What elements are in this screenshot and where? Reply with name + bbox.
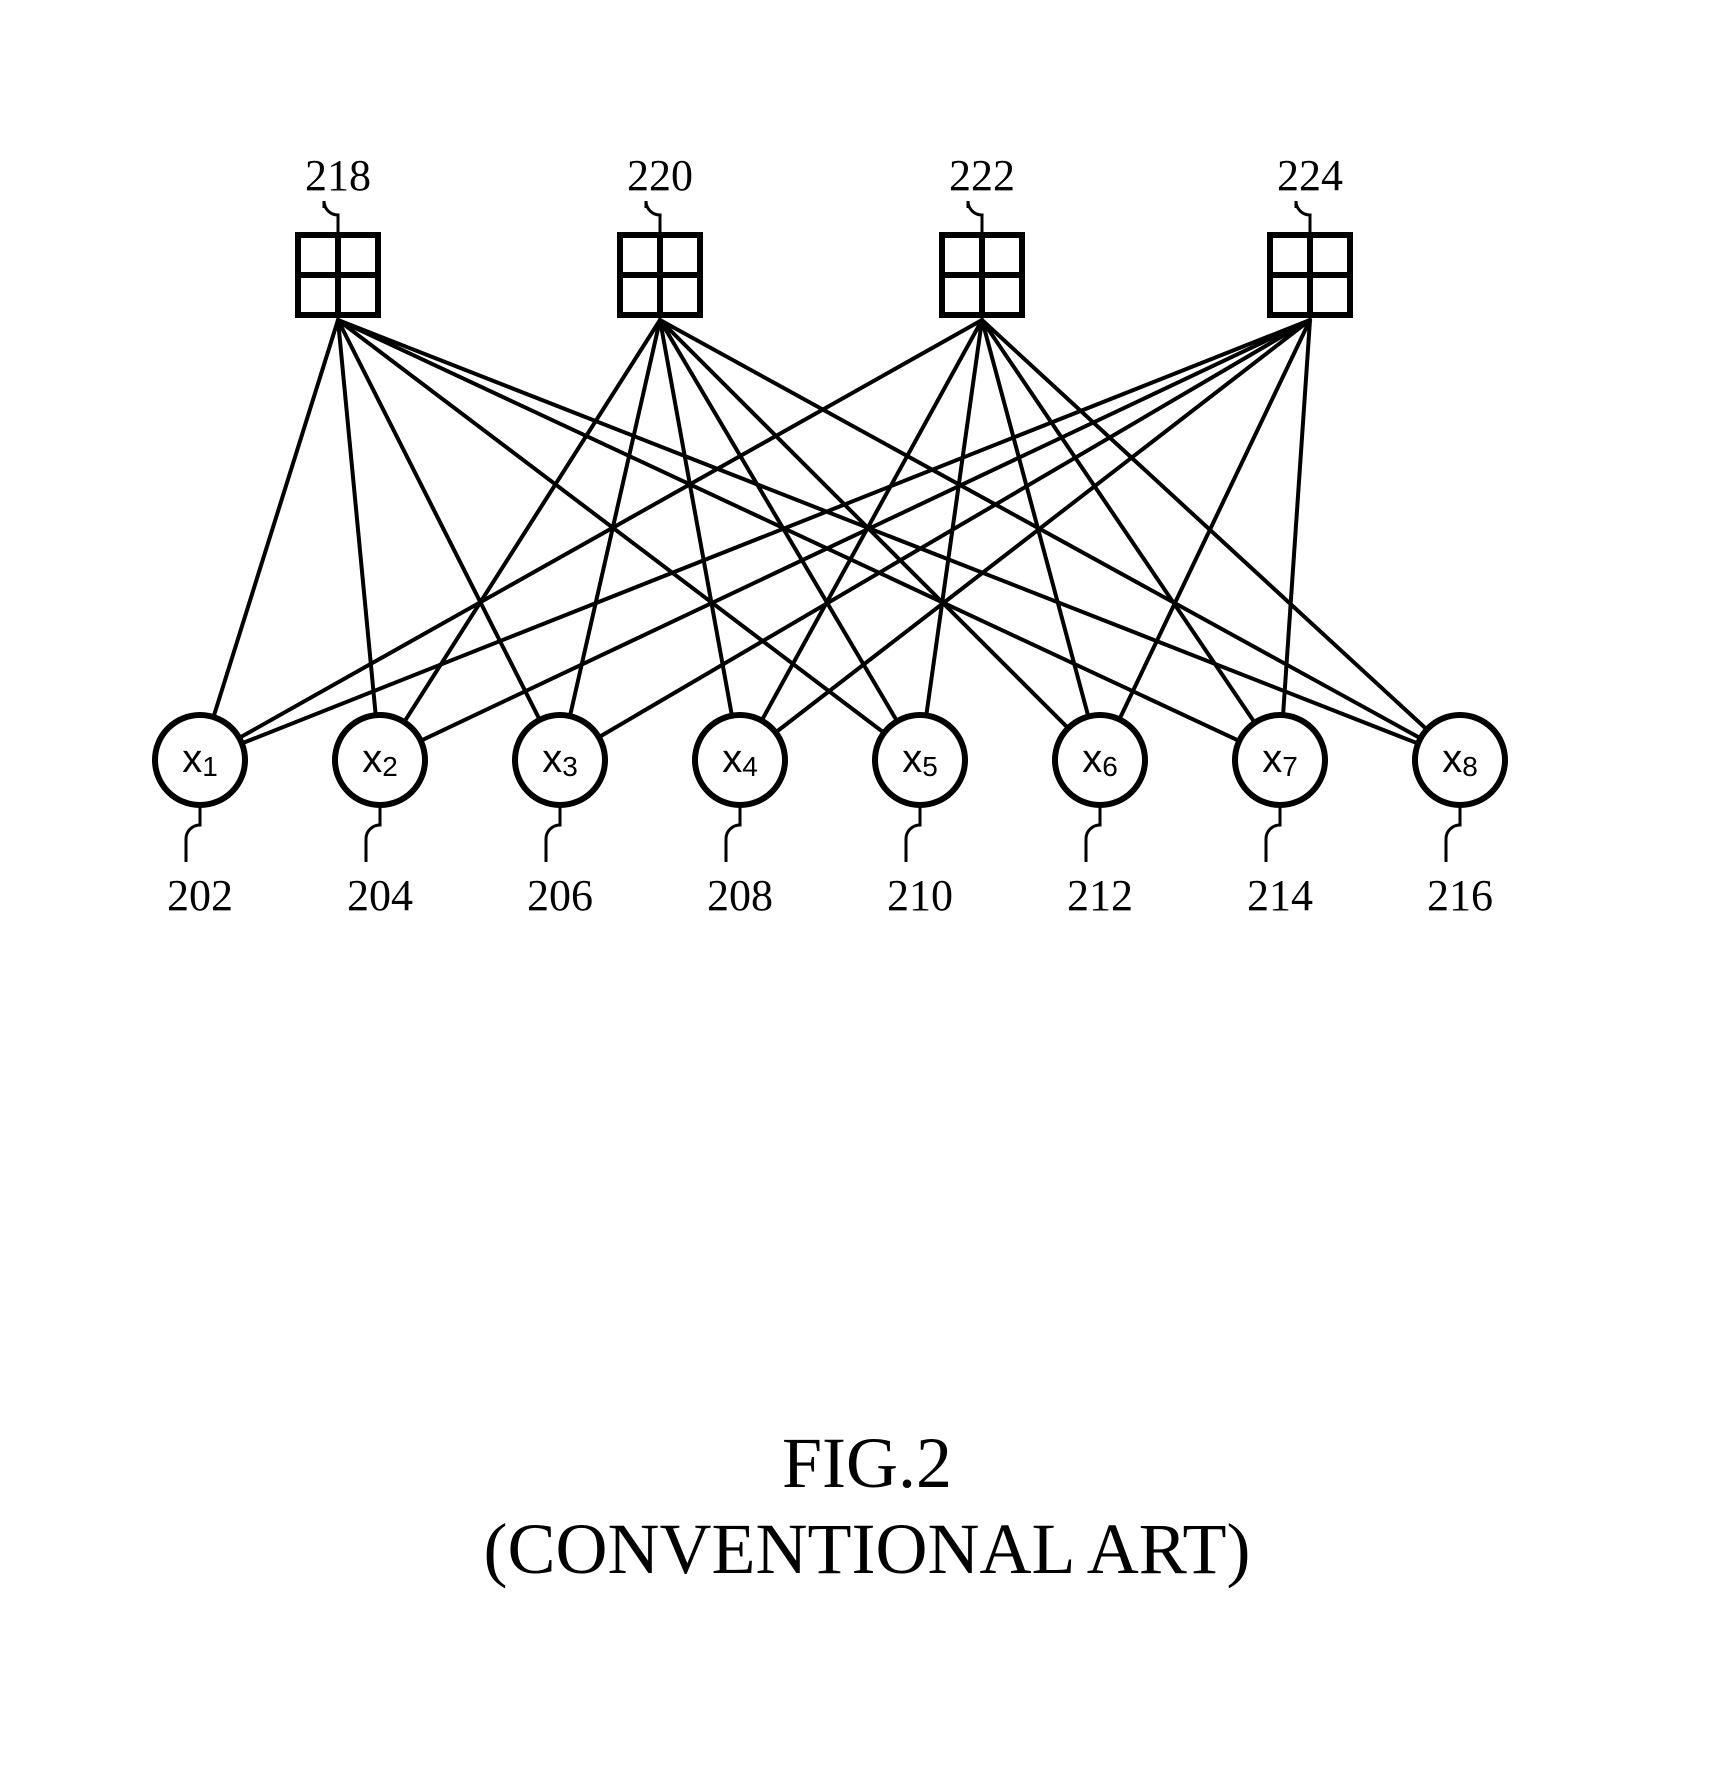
var-node-label-5: x5 (902, 737, 938, 783)
figure-caption: FIG.2 (CONVENTIONAL ART) (484, 1420, 1251, 1593)
var-ref-204: 204 (347, 870, 413, 921)
var-node-label-6: x6 (1082, 737, 1118, 783)
var-node-label-1: x1 (182, 737, 218, 783)
var-node-label-7: x7 (1262, 737, 1298, 783)
caption-line1: FIG.2 (782, 1423, 952, 1503)
var-ref-216: 216 (1427, 870, 1493, 921)
var-node-label-4: x4 (722, 737, 758, 783)
check-ref-222: 222 (949, 150, 1015, 201)
var-node-label-8: x8 (1442, 737, 1478, 783)
var-ref-208: 208 (707, 870, 773, 921)
caption-line2: (CONVENTIONAL ART) (484, 1509, 1251, 1589)
check-ref-224: 224 (1277, 150, 1343, 201)
var-ref-202: 202 (167, 870, 233, 921)
check-ref-218: 218 (305, 150, 371, 201)
check-ref-220: 220 (627, 150, 693, 201)
var-ref-206: 206 (527, 870, 593, 921)
var-node-label-2: x2 (362, 737, 398, 783)
var-node-label-3: x3 (542, 737, 578, 783)
var-ref-214: 214 (1247, 870, 1313, 921)
var-ref-210: 210 (887, 870, 953, 921)
var-ref-212: 212 (1067, 870, 1133, 921)
